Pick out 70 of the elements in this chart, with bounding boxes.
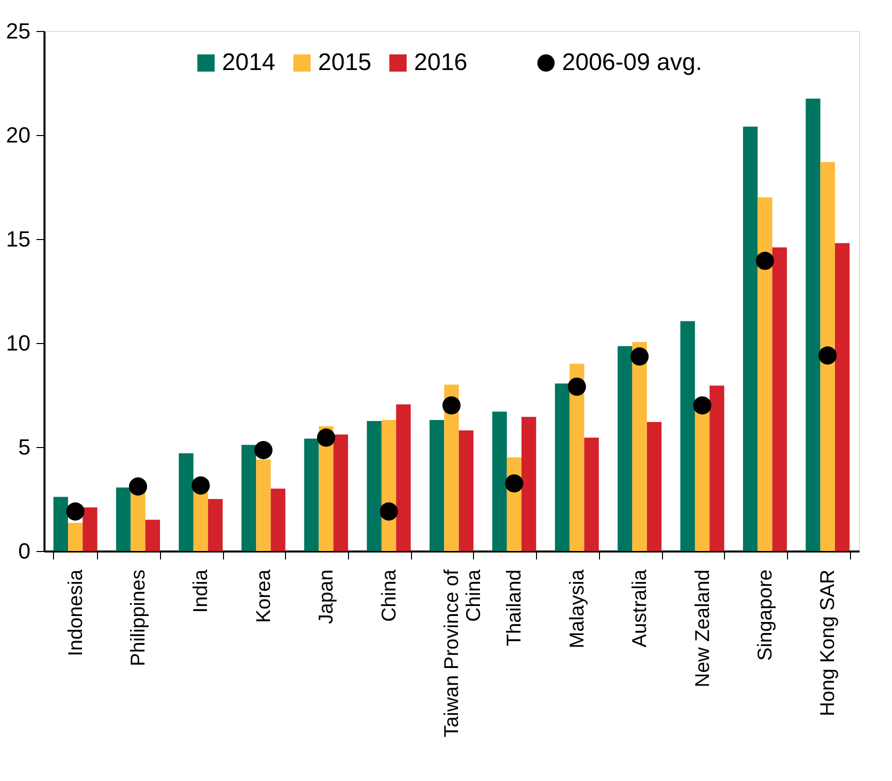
x-tick-label: Australia — [629, 568, 652, 648]
x-tick-label: China — [378, 568, 400, 622]
legend-label: 2015 — [318, 49, 372, 76]
bar — [241, 444, 256, 551]
point — [818, 346, 837, 365]
bar — [758, 197, 772, 551]
bar — [570, 364, 584, 551]
point — [505, 474, 524, 492]
bar — [193, 488, 208, 551]
point — [380, 502, 398, 521]
bar — [366, 421, 382, 551]
y-tick-label: 20 — [6, 122, 30, 148]
point — [317, 428, 336, 447]
bar — [522, 416, 536, 551]
bar — [82, 507, 98, 551]
point — [66, 502, 84, 521]
x-tick-label: Indonesia — [64, 568, 87, 656]
bar — [270, 488, 286, 551]
bar — [116, 488, 131, 551]
x-tick-label: New Zealand — [692, 570, 714, 688]
bar — [646, 422, 662, 551]
bar — [68, 522, 83, 551]
bar — [710, 386, 724, 551]
bar — [834, 243, 850, 551]
point — [756, 252, 774, 270]
x-tick-label: Philippines — [128, 570, 150, 666]
x-tick-label: Singapore — [754, 570, 776, 661]
bar — [632, 342, 647, 551]
bar — [458, 430, 474, 551]
x-tick-label: Hong Kong SAR — [817, 570, 840, 716]
legend-label: 2006-09 avg. — [562, 49, 702, 76]
point — [693, 396, 712, 414]
bar — [178, 453, 194, 551]
point — [254, 441, 273, 460]
x-tick-label: Korea — [252, 568, 275, 623]
x-tick-label: Taiwan Province of China — [441, 568, 485, 738]
bar — [430, 420, 444, 551]
bar — [820, 162, 835, 551]
point — [568, 378, 586, 396]
bar — [396, 404, 411, 551]
bar — [304, 438, 319, 551]
point — [128, 477, 148, 496]
bar — [772, 247, 787, 551]
bar — [53, 496, 68, 551]
legend-label: 2016 — [414, 49, 468, 76]
bar — [492, 412, 507, 551]
point — [630, 347, 649, 366]
x-tick-label: Malaysia — [566, 568, 588, 648]
x-tick-label: Thailand — [504, 570, 526, 646]
point — [442, 396, 461, 414]
y-tick-label: 15 — [6, 226, 30, 252]
y-tick-label: 10 — [6, 330, 30, 356]
point — [192, 476, 210, 495]
bar — [208, 499, 223, 551]
bar — [444, 384, 459, 551]
bar — [554, 384, 570, 551]
bar — [618, 346, 632, 551]
bar — [743, 126, 758, 551]
bar — [256, 459, 271, 551]
legend-label: 2014 — [222, 49, 276, 76]
bar — [333, 434, 348, 551]
bar — [584, 438, 599, 551]
x-tick-label: Japan — [316, 570, 338, 624]
y-tick-label: 5 — [18, 434, 30, 460]
y-tick-label: 0 — [18, 538, 30, 564]
y-tick-label: 25 — [6, 18, 30, 44]
bar — [806, 98, 820, 551]
bar — [680, 321, 695, 551]
x-tick-label: India — [190, 568, 212, 613]
bar — [145, 520, 160, 551]
